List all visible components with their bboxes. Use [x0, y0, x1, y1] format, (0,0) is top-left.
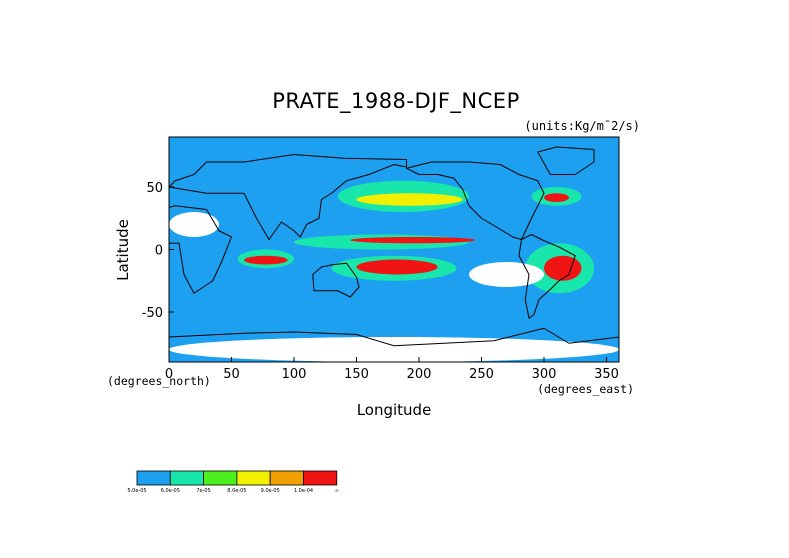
legend-label: 9.0e-05 — [261, 488, 280, 494]
legend-swatch — [303, 470, 338, 486]
y-tick-label: 0 — [155, 244, 163, 259]
legend-swatch — [136, 470, 171, 486]
coastline — [312, 262, 360, 298]
coastline — [537, 146, 595, 175]
field-region — [169, 337, 619, 362]
field-region — [356, 193, 463, 206]
y-tick-label: 50 — [146, 181, 163, 196]
legend-end-label: ∞ — [335, 488, 339, 494]
field-region — [469, 262, 544, 287]
field-region — [244, 255, 288, 265]
x-tick-label: 50 — [223, 367, 240, 382]
legend-swatch — [236, 470, 271, 486]
chart-title: PRATE_1988-DJF_NCEP — [272, 89, 520, 114]
x-unit-label: (degrees_east) — [537, 382, 634, 396]
units-label: (units:Kg/m¯2/s) — [524, 119, 640, 133]
field-region — [544, 255, 582, 281]
legend-swatch — [269, 470, 304, 486]
legend-swatch — [169, 470, 205, 486]
field-region — [356, 259, 438, 275]
x-tick-label: 300 — [532, 367, 557, 382]
y-tick-label: -50 — [142, 306, 163, 321]
legend-label: 8.0e-05 — [227, 488, 246, 494]
y-axis-ticks: 50 0 -50 — [142, 181, 174, 321]
x-tick-label: 0 — [165, 367, 173, 382]
y-axis-label: Latitude — [114, 219, 132, 281]
field-region — [544, 193, 569, 202]
x-tick-label: 350 — [594, 367, 619, 382]
x-tick-label: 200 — [407, 367, 432, 382]
color-legend: 5.0e-05 6.0e-05 7e-05 8.0e-05 9.0e-05 1.0e-04… — [127, 470, 339, 494]
x-axis-label: Longitude — [357, 401, 432, 419]
field-region — [169, 212, 219, 237]
coastlines — [169, 146, 619, 347]
x-tick-label: 150 — [344, 367, 369, 382]
legend-swatch — [203, 470, 238, 486]
x-tick-label: 100 — [282, 367, 307, 382]
field-region — [350, 237, 476, 244]
precipitation-field — [169, 137, 619, 362]
legend-label: 7e-05 — [196, 488, 210, 494]
coastline — [518, 234, 576, 319]
map-plot-area — [168, 136, 620, 363]
y-unit-label: (degrees_north) — [107, 374, 211, 388]
coastline — [406, 161, 545, 240]
coastline — [169, 154, 407, 240]
coastline — [169, 205, 232, 294]
coastline — [169, 327, 619, 347]
x-tick-label: 250 — [469, 367, 494, 382]
legend-label: 6.0e-05 — [161, 488, 180, 494]
x-axis-ticks: 0 50 100 150 200 250 300 350 — [165, 357, 619, 382]
legend-label: 5.0e-05 — [127, 488, 146, 494]
legend-label: 1.0e-04 — [294, 488, 313, 494]
